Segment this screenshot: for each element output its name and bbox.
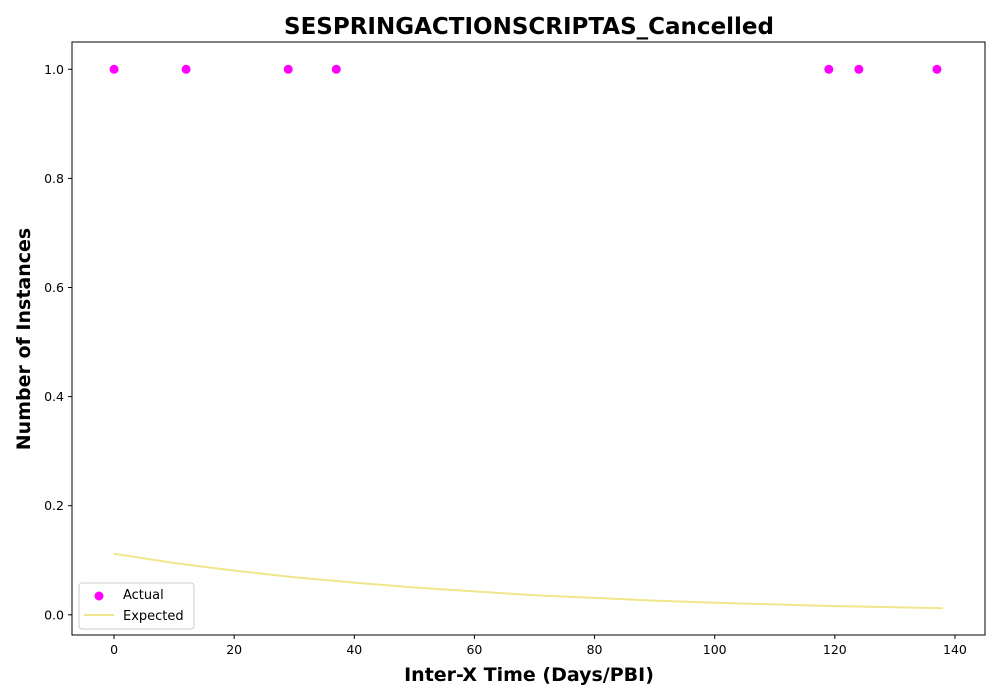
x-tick-label: 120 [823,642,847,657]
chart-title: SESPRINGACTIONSCRIPTAS_Cancelled [284,14,774,40]
x-tick-label: 40 [346,642,362,657]
x-tick-label: 100 [703,642,727,657]
x-tick-label: 80 [587,642,603,657]
actual-point [932,64,942,74]
x-tick-label: 20 [226,642,242,657]
y-axis: 0.0 0.2 0.4 0.6 0.8 1.0 [44,62,72,622]
actual-point [181,64,191,74]
actual-point [331,64,341,74]
legend-label-actual: Actual [123,588,164,603]
y-tick-label: 0.2 [44,498,64,513]
actual-point [824,64,834,74]
plot-area [71,41,986,636]
y-tick-label: 0.6 [44,280,64,295]
y-tick-label: 1.0 [44,62,64,77]
legend-marker-actual [94,591,104,601]
y-tick-label: 0.0 [44,607,64,622]
x-tick-label: 60 [466,642,482,657]
x-tick-label: 0 [110,642,118,657]
y-tick-label: 0.8 [44,171,64,186]
x-axis-label: Inter-X Time (Days/PBI) [404,664,654,686]
actual-point [109,64,119,74]
actual-point [854,64,864,74]
legend: Actual Expected [78,582,195,630]
expected-line [113,552,944,610]
actual-point [283,64,293,74]
x-tick-label: 140 [943,642,967,657]
legend-label-expected: Expected [123,609,184,624]
series-layer [109,64,944,610]
y-tick-label: 0.4 [44,389,64,404]
legend-frame [78,582,195,630]
y-axis-label: Number of Instances [13,228,35,450]
x-axis: 0 20 40 60 80 100 120 140 [110,635,967,657]
